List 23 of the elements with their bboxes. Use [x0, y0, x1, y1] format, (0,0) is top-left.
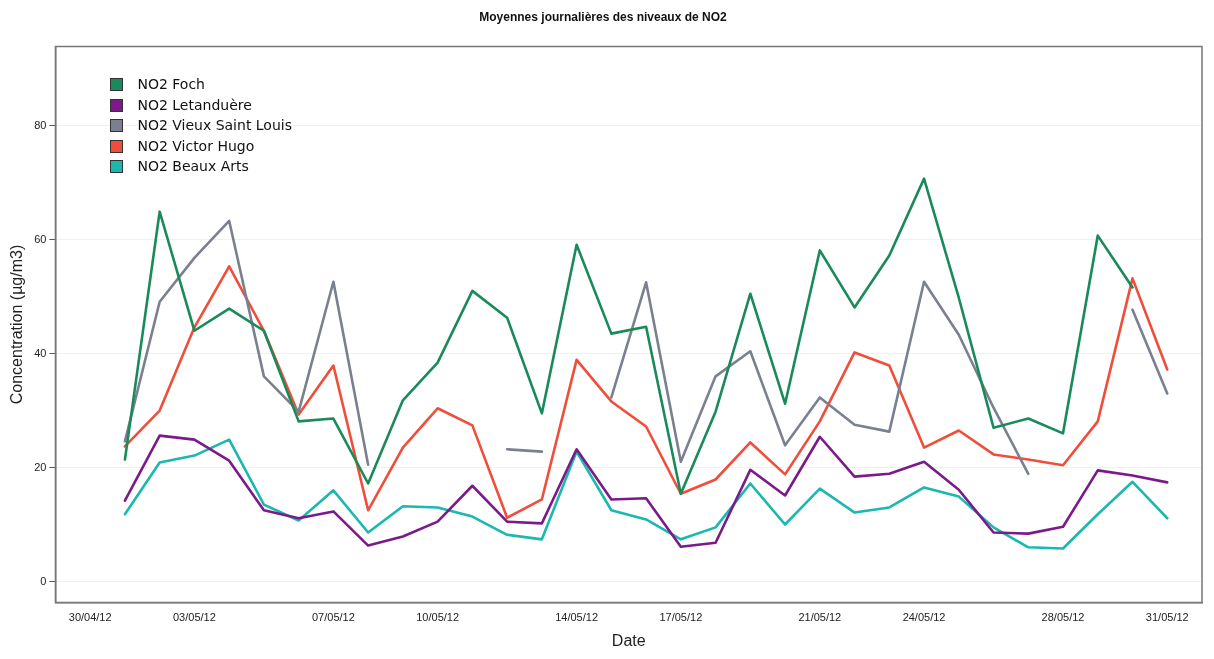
legend-label: NO2 Letanduère — [137, 95, 252, 115]
y-tick-label: 0 — [40, 574, 47, 587]
y-tick-label: 20 — [34, 460, 47, 473]
legend-label: NO2 Victor Hugo — [137, 136, 255, 156]
legend-label: NO2 Vieux Saint Louis — [137, 116, 292, 136]
y-tick-label: 60 — [34, 232, 47, 245]
x-tick-label: 14/05/12 — [555, 611, 599, 624]
x-tick-label: 31/05/12 — [1145, 611, 1189, 624]
x-tick-label: 07/05/12 — [311, 611, 355, 624]
y-tick-label: 40 — [34, 346, 47, 359]
y-axis-title: Concentration (µg/m3) — [8, 244, 26, 405]
x-tick-label: 21/05/12 — [798, 611, 842, 624]
legend-label: NO2 Foch — [137, 75, 205, 95]
x-tick-label: 03/05/12 — [173, 611, 216, 624]
x-axis-title: Date — [611, 631, 646, 649]
legend-label: NO2 Beaux Arts — [137, 157, 249, 177]
x-tick-label: 30/04/12 — [68, 611, 112, 624]
x-tick-label: 17/05/12 — [659, 611, 703, 624]
chart-title: Moyennes journalières des niveaux de NO2 — [479, 9, 728, 24]
y-tick-label: 80 — [34, 118, 47, 131]
x-tick-label: 10/05/12 — [416, 611, 460, 624]
x-tick-label: 24/05/12 — [902, 611, 946, 624]
x-tick-label: 28/05/12 — [1041, 611, 1085, 624]
